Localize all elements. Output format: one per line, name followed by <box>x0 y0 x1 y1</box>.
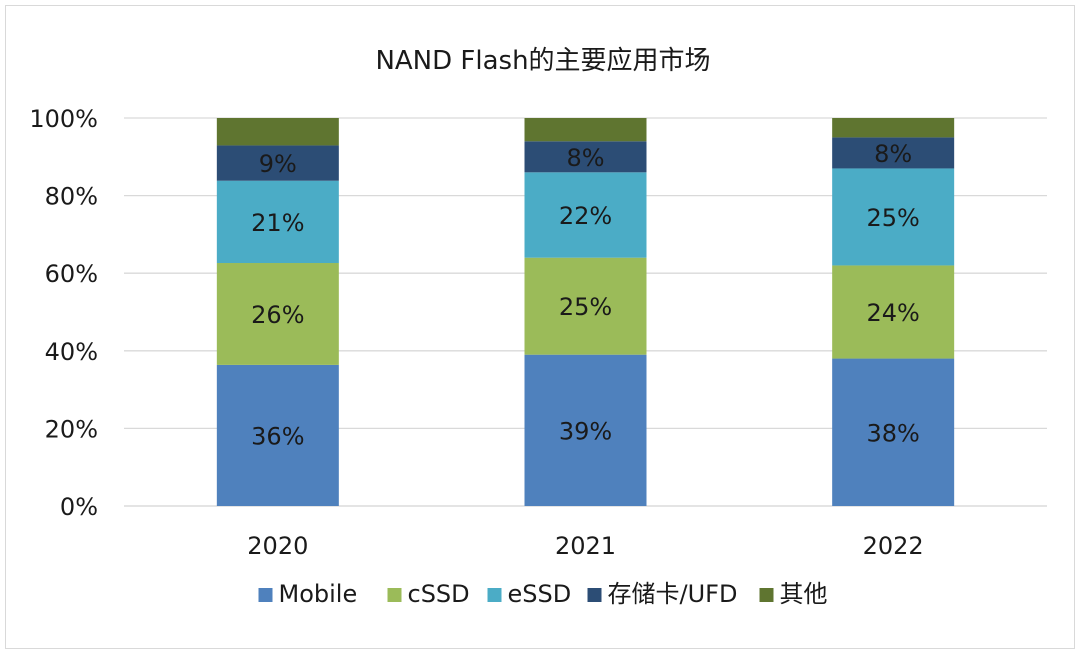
legend-swatch <box>487 588 502 602</box>
data-label: 21% <box>251 209 304 237</box>
legend-label: 存储卡/UFD <box>608 580 738 608</box>
legend-item: cSSD <box>387 580 470 608</box>
y-tick-label: 40% <box>45 338 98 366</box>
data-label: 24% <box>866 299 919 327</box>
bar-segment <box>524 354 647 506</box>
legend-label: Mobile <box>279 580 358 608</box>
legend-swatch <box>258 588 273 602</box>
legend-label: 其他 <box>780 580 828 608</box>
stacked-bar-chart: NAND Flash的主要应用市场 0% 20% 40% 60% 80% 100% 36%… <box>29 46 1047 608</box>
bar-segment <box>216 118 339 146</box>
data-label: 38% <box>866 419 919 447</box>
bar-segment <box>216 180 339 264</box>
data-label: 8% <box>566 144 604 172</box>
legend-swatch <box>587 588 602 602</box>
legend: Mobile cSSD eSSD 存储卡/UFD 其他 <box>258 580 828 608</box>
bar-segment <box>832 358 955 506</box>
x-tick-label: 2020 <box>247 532 308 560</box>
legend-swatch <box>387 588 402 602</box>
data-label: 36% <box>251 422 304 450</box>
x-tick-label: 2021 <box>555 532 616 560</box>
y-axis-ticks: 0% 20% 40% 60% 80% 100% <box>29 105 98 521</box>
legend-item: 其他 <box>759 580 828 608</box>
chart-frame: NAND Flash的主要应用市场 0% 20% 40% 60% 80% 100% 36%… <box>5 5 1075 649</box>
bar-segment <box>832 265 955 359</box>
y-tick-label: 80% <box>45 183 98 211</box>
y-tick-label: 20% <box>45 415 98 443</box>
bar-segment <box>524 172 647 258</box>
data-label: 39% <box>559 417 612 445</box>
data-label: 9% <box>259 150 297 178</box>
legend-label: eSSD <box>508 580 572 608</box>
x-tick-label: 2022 <box>863 532 924 560</box>
data-label: 25% <box>866 204 919 232</box>
bars: 36% 26% 21% 9% 39% 25% 22% 8% 38% 24% 25% 8% <box>216 118 955 506</box>
bar-segment <box>524 257 647 355</box>
y-tick-label: 60% <box>45 260 98 288</box>
bar-segment <box>832 118 955 138</box>
data-label: 26% <box>251 301 304 329</box>
bar-segment <box>216 263 339 365</box>
bar-segment <box>832 137 955 169</box>
bar-segment <box>216 364 339 506</box>
x-axis-ticks: 2020 2021 2022 <box>247 532 923 560</box>
legend-label: cSSD <box>408 580 470 608</box>
legend-item: 存储卡/UFD <box>587 580 738 608</box>
data-label: 8% <box>874 140 912 168</box>
chart-title: NAND Flash的主要应用市场 <box>375 46 710 76</box>
legend-swatch <box>759 588 774 602</box>
bar-segment <box>216 145 339 181</box>
bar-segment <box>524 141 647 173</box>
legend-item: eSSD <box>487 580 572 608</box>
bar-segment <box>832 168 955 266</box>
bar-segment <box>524 118 647 142</box>
y-tick-label: 100% <box>29 105 98 133</box>
data-label: 22% <box>559 202 612 230</box>
legend-item: Mobile <box>258 580 358 608</box>
y-tick-label: 0% <box>60 493 98 521</box>
data-label: 25% <box>559 293 612 321</box>
